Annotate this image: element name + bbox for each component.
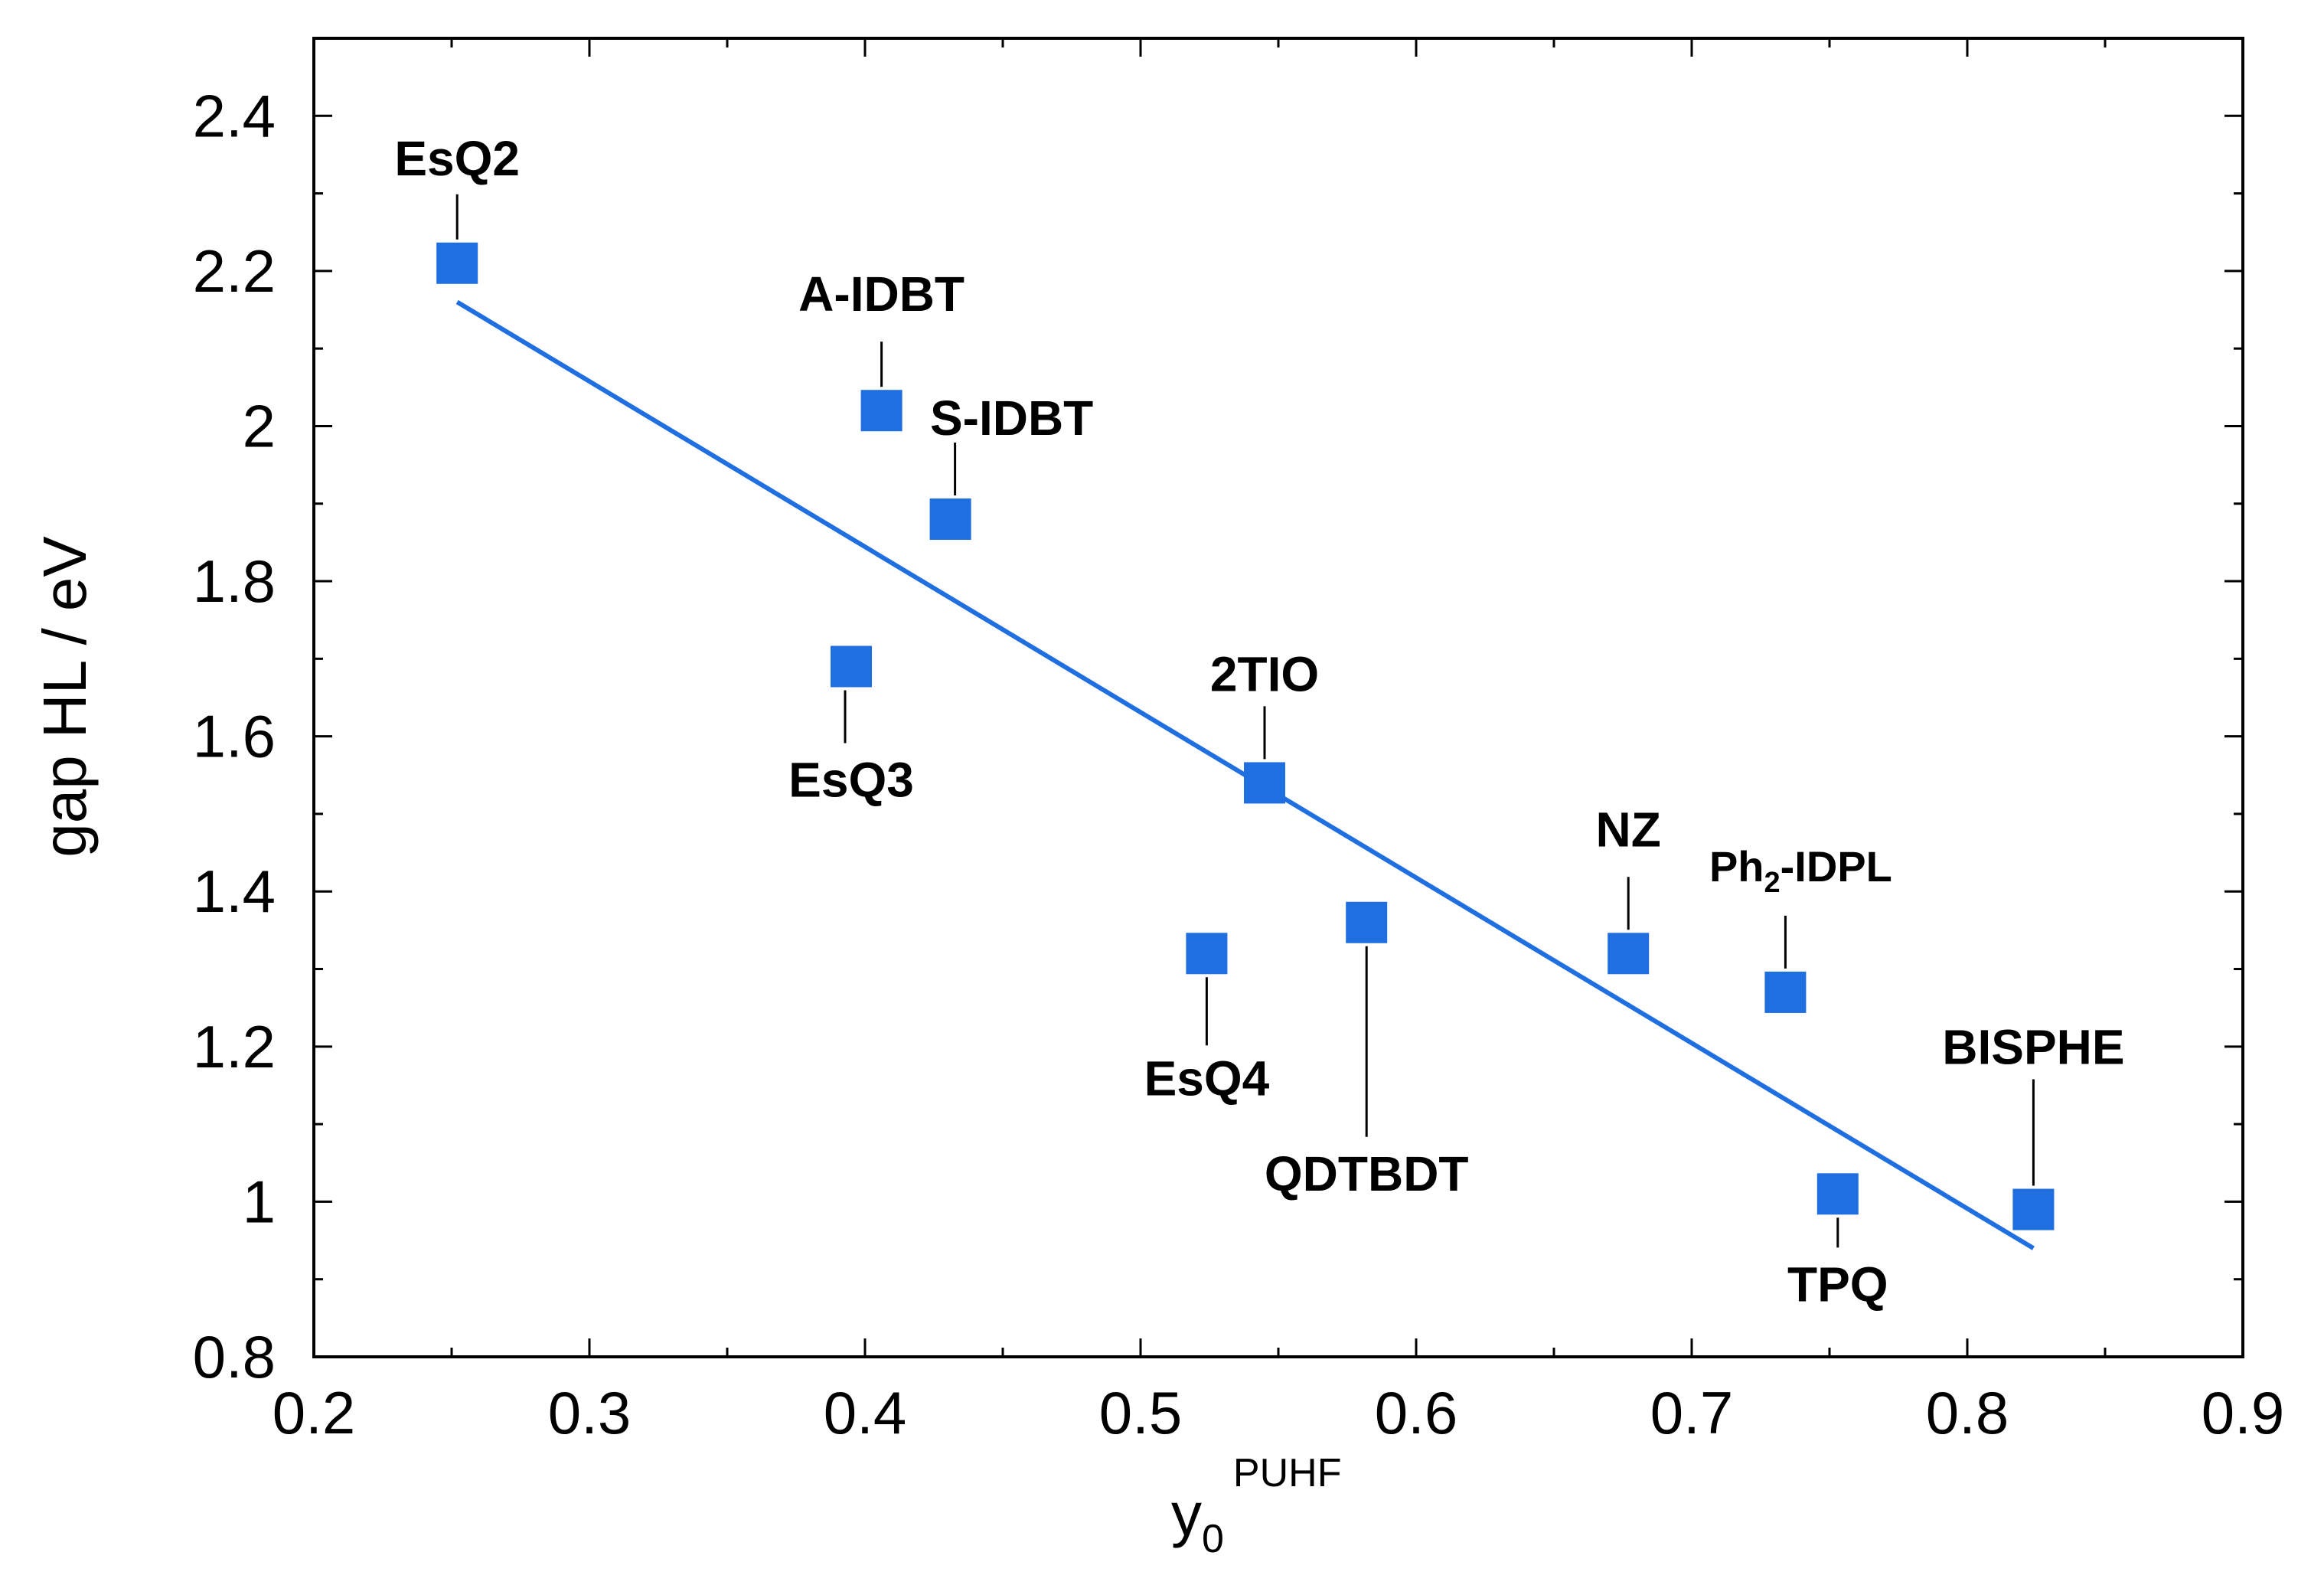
y-tick-label: 1.6 xyxy=(193,703,276,770)
point-label: S-IDBT xyxy=(930,391,1093,446)
point-label: TPQ xyxy=(1787,1257,1888,1312)
x-tick-label: 0.3 xyxy=(548,1379,631,1446)
point-label: EsQ2 xyxy=(394,131,520,186)
y-tick-label: 1.4 xyxy=(193,858,276,925)
point-label: EsQ4 xyxy=(1144,1051,1270,1106)
x-axis-title-subscript: 0 xyxy=(1202,1517,1224,1561)
x-axis-title: y0PUHF xyxy=(1171,1451,1341,1561)
data-point-square xyxy=(2012,1188,2055,1230)
y-tick-label: 1.2 xyxy=(193,1013,276,1080)
x-tick-label: 0.2 xyxy=(273,1379,355,1446)
x-axis-ticks: 0.2 0.3 0.4 0.5 0.6 0.7 0.8 0.9 xyxy=(273,38,2284,1446)
point-label: NZ xyxy=(1596,802,1661,857)
point-labels: EsQ2 A-IDBT S-IDBT EsQ3 2TIO EsQ4 QDTBDT NZ Ph2-… xyxy=(394,131,2124,1312)
x-tick-label: 0.9 xyxy=(2202,1379,2284,1446)
point-label: EsQ3 xyxy=(788,752,914,807)
x-axis-title-main: y xyxy=(1171,1480,1202,1548)
data-point-square xyxy=(860,390,903,432)
y-tick-label: 0.8 xyxy=(193,1323,276,1391)
data-point-square xyxy=(1764,971,1807,1013)
point-label: 2TIO xyxy=(1210,646,1319,701)
y-tick-label: 2.4 xyxy=(193,82,276,149)
y-tick-label: 2.2 xyxy=(193,237,276,305)
x-axis-title-superscript: PUHF xyxy=(1233,1451,1342,1495)
y-axis-title: gap HL / eV xyxy=(31,536,99,858)
data-point-square xyxy=(1186,933,1228,975)
y-axis-ticks: 0.8 1 1.2 1.4 1.6 1.8 2 2.2 2.4 xyxy=(193,82,2243,1391)
x-tick-label: 0.6 xyxy=(1375,1379,1457,1446)
data-point-square xyxy=(831,645,872,688)
y-tick-label: 1.8 xyxy=(193,547,276,615)
y-tick-label: 1 xyxy=(243,1168,276,1235)
data-point-square xyxy=(436,242,478,284)
x-tick-label: 0.8 xyxy=(1926,1379,2009,1446)
data-point-square xyxy=(1244,762,1285,804)
data-point-square xyxy=(1816,1173,1859,1215)
x-tick-label: 0.5 xyxy=(1099,1379,1182,1446)
point-label: QDTBDT xyxy=(1265,1146,1469,1201)
data-points xyxy=(436,242,2055,1230)
x-tick-label: 0.4 xyxy=(824,1379,906,1446)
data-point-square xyxy=(1346,901,1388,943)
data-point-square xyxy=(1608,933,1650,975)
point-label: A-IDBT xyxy=(798,266,965,322)
point-label: Ph2-IDPL xyxy=(1709,842,1892,899)
y-tick-label: 2 xyxy=(243,392,276,459)
x-tick-label: 0.7 xyxy=(1650,1379,1733,1446)
data-point-square xyxy=(929,498,971,541)
point-label: BISPHE xyxy=(1942,1020,2124,1075)
